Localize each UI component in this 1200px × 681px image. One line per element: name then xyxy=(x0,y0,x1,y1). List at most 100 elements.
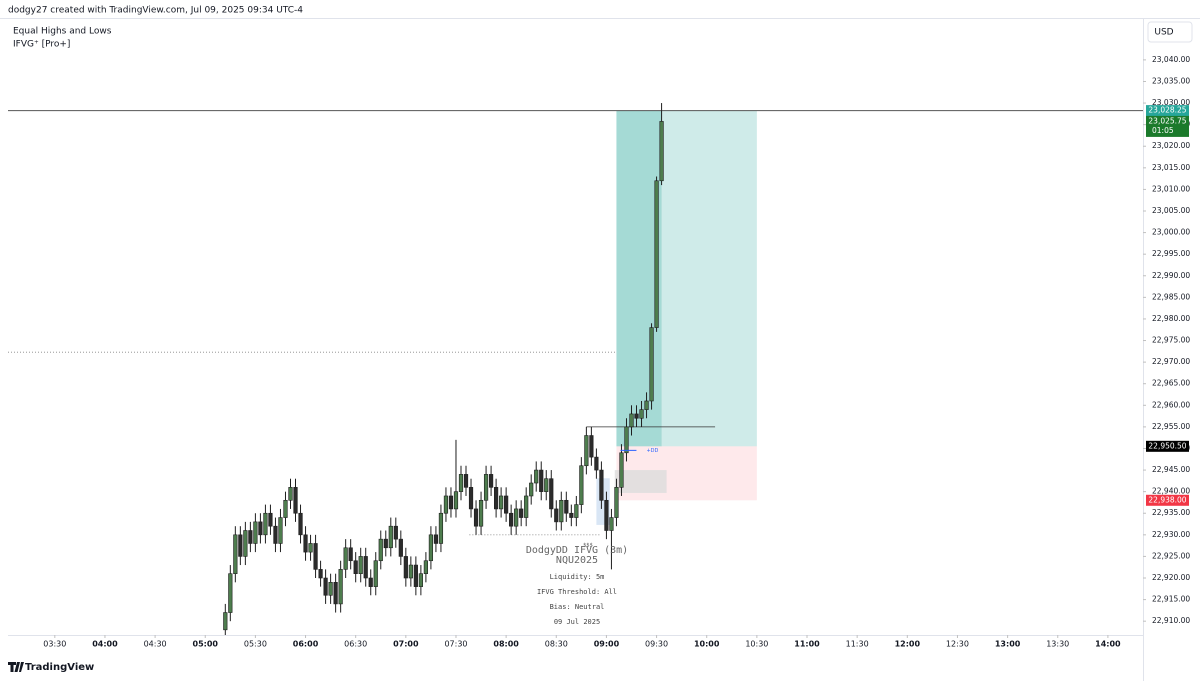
candle-body xyxy=(579,465,584,505)
candle-body xyxy=(478,499,484,527)
header-title: dodgy27 created with TradingView.com, Ju… xyxy=(8,6,303,16)
candle-body xyxy=(569,512,574,518)
y-tick-label: 23,040.00 xyxy=(1152,55,1190,64)
candle-body xyxy=(263,512,268,536)
candle-body xyxy=(504,495,509,514)
entry-price-label: 22,950.50 xyxy=(1148,441,1186,450)
x-tick-label: 08:00 xyxy=(493,640,519,649)
last-price-box xyxy=(1146,115,1189,137)
y-tick-label: 22,990.00 xyxy=(1152,271,1190,280)
candle-body xyxy=(499,495,504,510)
x-tick-label: 11:00 xyxy=(794,640,820,649)
candle-body xyxy=(654,180,659,328)
marker-text: $$$ xyxy=(583,543,593,549)
candle-body xyxy=(594,456,599,471)
candle-body xyxy=(348,547,353,562)
candle-body xyxy=(599,469,604,501)
candle-body xyxy=(378,538,383,562)
x-tick-label: 03:30 xyxy=(43,640,66,649)
candle-body xyxy=(639,409,644,419)
candle-body xyxy=(438,512,444,544)
candle-body xyxy=(393,525,398,540)
candle-body xyxy=(228,573,233,613)
y-tick-label: 23,030.00 xyxy=(1152,98,1190,107)
x-tick-label: 12:30 xyxy=(946,640,969,649)
candle-body xyxy=(624,426,629,454)
candle-body xyxy=(509,512,514,527)
candle-body xyxy=(373,560,378,587)
y-tick-label: 22,935.00 xyxy=(1152,508,1190,517)
candle-body xyxy=(458,474,464,492)
x-tick-label: 08:30 xyxy=(545,640,568,649)
candle-body xyxy=(534,469,539,484)
plot-area xyxy=(8,103,1143,635)
x-tick-label: 07:30 xyxy=(444,640,467,649)
candle-body xyxy=(494,487,499,510)
candle-body xyxy=(338,569,343,605)
candle-body xyxy=(253,521,258,544)
y-tick-label: 22,980.00 xyxy=(1152,314,1190,323)
candle-body xyxy=(243,530,248,557)
countdown-label: 01:05 xyxy=(1152,126,1174,135)
y-tick-label: 22,965.00 xyxy=(1152,379,1190,388)
brand-logo: TradingView xyxy=(8,662,94,673)
stop-price-label: 22,938.00 xyxy=(1148,495,1186,504)
y-tick-label: 23,035.00 xyxy=(1152,76,1190,85)
entry-price-label-box xyxy=(1146,440,1189,452)
y-tick-label: 22,995.00 xyxy=(1152,249,1190,258)
x-tick-label: 04:30 xyxy=(144,640,167,649)
x-tick-label: 06:30 xyxy=(344,640,367,649)
candle-body xyxy=(283,499,288,518)
y-tick-label: 22,930.00 xyxy=(1152,530,1190,539)
candle-body xyxy=(634,413,639,419)
candle-body xyxy=(273,525,278,544)
y-tick-label: 22,955.00 xyxy=(1152,422,1190,431)
info-text: Liquidity: 5m xyxy=(550,573,605,581)
x-tick-label: 09:30 xyxy=(645,640,668,649)
candle-body xyxy=(488,474,494,488)
candle-body xyxy=(589,435,594,458)
candle-body xyxy=(549,478,554,510)
candle-body xyxy=(308,543,313,553)
currency-label[interactable]: USD xyxy=(1154,28,1173,38)
y-tick-label: 22,910.00 xyxy=(1152,616,1190,625)
candle-body xyxy=(238,534,243,557)
candle-body xyxy=(318,569,323,579)
candle-body xyxy=(223,612,228,631)
y-tick-label: 23,010.00 xyxy=(1152,184,1190,193)
info-text: NQU2025 xyxy=(556,555,598,566)
candle-body xyxy=(443,495,449,514)
x-tick-label: 05:00 xyxy=(193,640,219,649)
candle-body xyxy=(468,487,474,510)
indicator-name: Equal Highs and Lows xyxy=(13,27,112,37)
y-tick-label: 22,925.00 xyxy=(1152,551,1190,560)
candle-body xyxy=(659,121,664,182)
y-tick-label: 22,940.00 xyxy=(1152,487,1190,496)
x-tick-label: 11:30 xyxy=(846,640,869,649)
candle-body xyxy=(604,499,609,531)
candle-body xyxy=(413,564,418,587)
target-price-label: 23,028.25 xyxy=(1148,106,1186,115)
candle-body xyxy=(584,435,589,467)
candle-body xyxy=(614,487,619,518)
candle-body xyxy=(519,508,524,518)
candle-body xyxy=(313,543,318,570)
candle-body xyxy=(363,556,368,579)
candle-body xyxy=(473,508,479,527)
candle-body xyxy=(358,556,363,574)
candle-body xyxy=(258,521,263,536)
x-tick-label: 05:30 xyxy=(244,640,267,649)
y-tick-label: 22,945.00 xyxy=(1152,465,1190,474)
x-tick-label: 10:00 xyxy=(694,640,720,649)
candle-body xyxy=(233,534,238,574)
x-tick-label: 13:00 xyxy=(995,640,1021,649)
currency-button[interactable] xyxy=(1147,21,1193,43)
candle-body xyxy=(408,564,413,579)
candle-body xyxy=(564,499,569,514)
candle-body xyxy=(403,556,408,579)
y-tick-label: 22,960.00 xyxy=(1152,400,1190,409)
logo-mark xyxy=(8,662,24,672)
candle-body xyxy=(368,577,373,587)
